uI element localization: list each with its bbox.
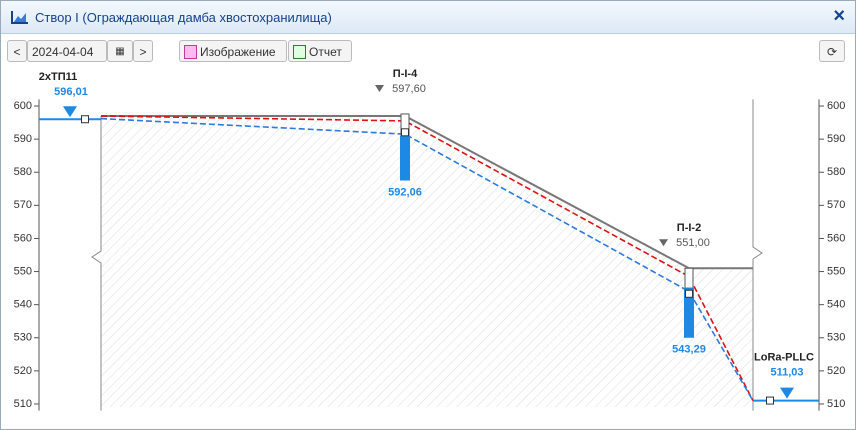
level-marker — [685, 289, 693, 298]
y2-tick-label: 590 — [827, 133, 845, 145]
y-tick-label: 550 — [14, 265, 32, 277]
filter — [684, 288, 694, 338]
y2-tick-label: 580 — [827, 166, 845, 178]
report-button[interactable]: Отчет — [288, 40, 352, 62]
report-button-label: Отчет — [309, 45, 342, 59]
filter — [400, 135, 410, 181]
y2-tick-label: 530 — [827, 332, 845, 344]
close-button[interactable]: × — [833, 5, 845, 27]
image-button-label: Изображение — [200, 45, 276, 59]
y2-tick-label: 550 — [827, 265, 845, 277]
line-red — [100, 115, 754, 402]
pipe — [684, 267, 694, 289]
image-button[interactable]: Изображение — [179, 40, 287, 62]
y-tick-label: 580 — [14, 166, 32, 178]
level-label: 543,29 — [672, 344, 706, 356]
level-label: 511,03 — [770, 366, 803, 378]
y-tick-label: 560 — [14, 232, 32, 244]
crest-label: 597,60 — [392, 83, 426, 95]
y2-tick-label: 560 — [827, 232, 845, 244]
level-label: 592,06 — [388, 186, 422, 198]
point-name: П-I-4 — [393, 68, 418, 80]
header: Створ I (Ограждающая дамба хвостохранили… — [1, 1, 855, 34]
next-button[interactable]: > — [133, 40, 153, 62]
y-tick-label: 520 — [14, 365, 32, 377]
crest-triangle — [659, 239, 668, 247]
calendar-button[interactable]: ▦ — [107, 40, 133, 62]
y2-tick-label: 540 — [827, 299, 845, 311]
window-title: Створ I (Ограждающая дамба хвостохранили… — [35, 10, 332, 25]
level-marker — [81, 115, 89, 124]
y-tick-label: 530 — [14, 332, 32, 344]
prev-button[interactable]: < — [7, 40, 27, 62]
level-triangle — [63, 106, 77, 118]
point-name: П-I-2 — [677, 222, 701, 234]
y-tick-label: 510 — [14, 398, 32, 410]
crest-label: 551,00 — [676, 237, 710, 249]
point-name: LoRa-PLLC — [754, 351, 814, 363]
section-edge-right — [752, 99, 763, 411]
y-tick-label: 590 — [14, 133, 32, 145]
y-tick-label: 540 — [14, 299, 32, 311]
y-tick-label: 570 — [14, 199, 32, 211]
level-label: 596,01 — [54, 86, 88, 98]
y-tick-label: 600 — [14, 100, 32, 112]
section-edge-left — [91, 115, 102, 411]
y2-tick-label: 520 — [827, 365, 845, 377]
y2-tick-label: 600 — [827, 100, 845, 112]
level-triangle — [780, 387, 794, 399]
crest-triangle — [375, 84, 384, 92]
point-name: 2хТП11 — [39, 71, 78, 83]
refresh-button[interactable]: ⟳ — [819, 40, 845, 62]
y2-tick-label: 510 — [827, 398, 845, 410]
level-marker — [401, 128, 409, 137]
dam-hatch — [101, 115, 753, 407]
y2-tick-label: 570 — [827, 199, 845, 211]
level-marker — [766, 396, 774, 405]
date-field[interactable]: 2024-04-04 — [27, 40, 107, 62]
dam-outline — [101, 114, 753, 270]
chart-icon — [11, 11, 28, 24]
